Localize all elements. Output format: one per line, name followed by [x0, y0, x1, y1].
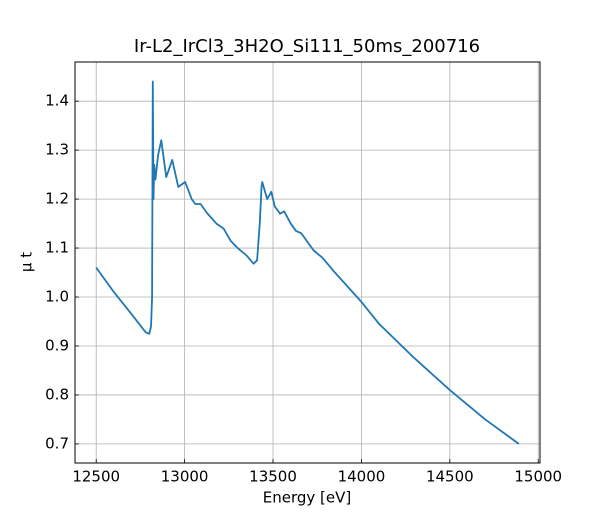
chart-title: Ir-L2_IrCl3_3H2O_Si111_50ms_200716 — [134, 36, 480, 57]
x-tick-label: 12500 — [72, 468, 120, 486]
y-tick-label: 0.7 — [45, 434, 69, 452]
plot-frame — [74, 61, 541, 464]
x-tick-label: 13000 — [161, 468, 209, 486]
y-axis-label: μ t — [18, 252, 36, 272]
y-tick-label: 0.9 — [45, 336, 69, 354]
x-tick-label: 13500 — [249, 468, 297, 486]
y-tick-label: 0.8 — [45, 385, 69, 403]
y-tick-label: 1.2 — [45, 190, 69, 208]
y-tick-label: 1.4 — [45, 92, 69, 110]
x-axis-label: Energy [eV] — [263, 489, 351, 507]
y-tick-label: 1.1 — [45, 239, 69, 257]
y-tick-label: 1.3 — [45, 141, 69, 159]
y-tick-label: 1.0 — [45, 288, 69, 306]
x-tick-label: 15000 — [514, 468, 562, 486]
data-line — [95, 80, 520, 445]
x-tick-label: 14500 — [426, 468, 474, 486]
x-tick-label: 14000 — [338, 468, 386, 486]
